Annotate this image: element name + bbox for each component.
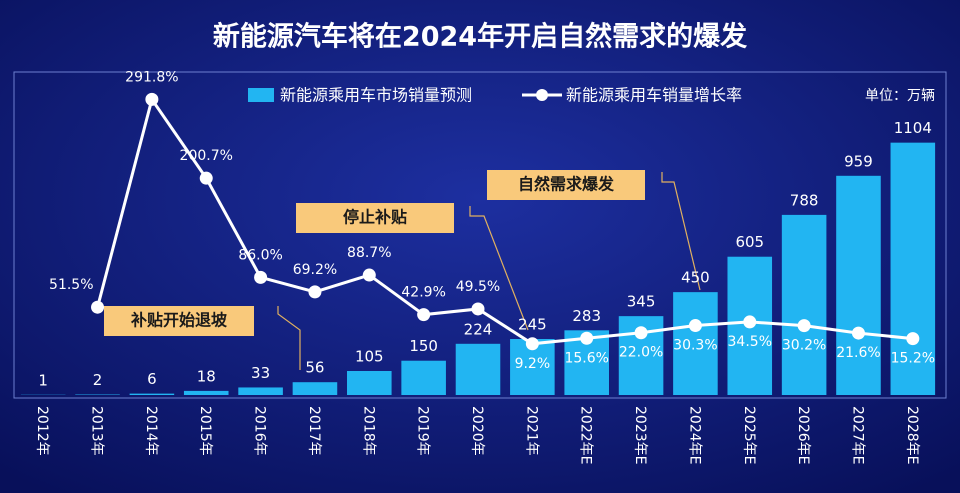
bar-label: 1 [38, 371, 48, 389]
bar-label: 2 [93, 371, 103, 389]
bar [781, 214, 827, 395]
bar-label: 450 [681, 269, 710, 287]
annotation: 补贴开始退坡 [130, 311, 228, 330]
x-tick-label: 2016年 [252, 406, 268, 456]
annotation-box [104, 306, 254, 336]
bar [890, 142, 936, 395]
growth-point [688, 319, 702, 333]
growth-label: 21.6% [836, 345, 880, 361]
chart-title: 新能源汽车将在2024年开启自然需求的爆发 [213, 21, 747, 53]
bar [129, 393, 175, 395]
bar-label: 245 [518, 316, 547, 334]
growth-point [851, 326, 865, 340]
growth-point [145, 92, 159, 106]
bar [836, 175, 881, 395]
x-tick-label: 2018年 [360, 406, 376, 456]
x-tick-label: 2027年E [849, 406, 865, 464]
growth-label: 42.9% [401, 285, 445, 301]
annotation-leader [661, 172, 701, 291]
growth-point [525, 337, 539, 351]
growth-label: 15.6% [564, 350, 608, 366]
bar-label: 345 [627, 293, 656, 311]
legend-label: 新能源乘用车市场销量预测 [280, 86, 472, 105]
bar-label: 56 [305, 359, 324, 377]
annotation-leader [277, 306, 301, 370]
legend-swatch-bar [248, 88, 274, 102]
growth-label: 51.5% [49, 277, 93, 293]
growth-label: 34.5% [728, 334, 772, 350]
x-tick-label: 2012年 [34, 406, 50, 456]
growth-label: 15.2% [891, 351, 935, 367]
growth-point [362, 268, 376, 282]
bar-label: 283 [572, 307, 601, 325]
annotation-box [296, 203, 454, 233]
growth-point [199, 171, 213, 185]
x-tick-label: 2025年E [741, 406, 757, 464]
x-tick-label: 2019年 [415, 406, 431, 456]
growth-label: 30.3% [673, 338, 717, 354]
bar [347, 371, 392, 395]
unit-label: 单位：万辆 [865, 88, 935, 104]
growth-label: 49.5% [456, 279, 500, 295]
growth-label: 30.2% [782, 338, 826, 354]
x-tick-label: 2026年E [795, 406, 811, 464]
bar [673, 292, 718, 395]
growth-point [906, 332, 920, 346]
bar [292, 382, 338, 395]
growth-label: 200.7% [180, 148, 233, 164]
growth-point [91, 300, 105, 314]
legend-label: 新能源乘用车销量增长率 [566, 86, 742, 105]
bar-label: 605 [735, 233, 764, 251]
bar-label: 224 [464, 320, 493, 338]
x-tick-label: 2015年 [197, 406, 213, 456]
growth-point [634, 326, 648, 340]
bar-label: 6 [147, 370, 157, 388]
growth-label: 22.0% [619, 345, 663, 361]
bar-label: 105 [355, 348, 384, 366]
growth-label: 88.7% [347, 245, 391, 261]
growth-point [254, 270, 268, 284]
growth-point [580, 331, 594, 345]
bar [183, 390, 229, 395]
bar-label: 959 [844, 152, 873, 170]
bar-label: 33 [251, 364, 270, 382]
growth-label: 69.2% [293, 262, 337, 278]
x-tick-label: 2021年 [523, 406, 539, 456]
bar [401, 360, 446, 395]
legend-swatch-dot [536, 89, 548, 101]
x-tick-label: 2013年 [89, 406, 105, 456]
x-tick-label: 2024年E [686, 406, 702, 464]
x-tick-label: 2020年 [469, 406, 485, 456]
annotation-leader [469, 206, 529, 331]
growth-point [471, 302, 485, 316]
bar-label: 150 [409, 337, 438, 355]
growth-label: 291.8% [125, 69, 178, 85]
growth-point [308, 285, 322, 299]
bar-label: 18 [197, 367, 216, 385]
annotation: 停止补贴 [343, 208, 407, 227]
bar [455, 343, 501, 395]
x-tick-label: 2028年E [904, 406, 920, 464]
frame [13, 71, 947, 399]
growth-point [797, 319, 811, 333]
annotation-boxes: 补贴开始退坡 停止补贴 自然需求爆发 [104, 170, 701, 370]
x-tick-label: 2022年E [578, 406, 594, 464]
growth-line [96, 95, 913, 346]
bar-label: 788 [790, 191, 819, 209]
growth-label: 86.0% [238, 247, 282, 263]
growth-point [417, 308, 431, 322]
annotation-box [487, 170, 645, 200]
annotation: 自然需求爆发 [518, 175, 615, 194]
bar-label: 1104 [894, 119, 932, 137]
x-tick-label: 2014年 [143, 406, 159, 456]
x-tick-label: 2017年 [306, 406, 322, 456]
growth-label: 9.2% [515, 356, 551, 372]
bar [238, 387, 283, 395]
x-tick-label: 2023年E [632, 406, 648, 464]
growth-point [743, 315, 757, 329]
